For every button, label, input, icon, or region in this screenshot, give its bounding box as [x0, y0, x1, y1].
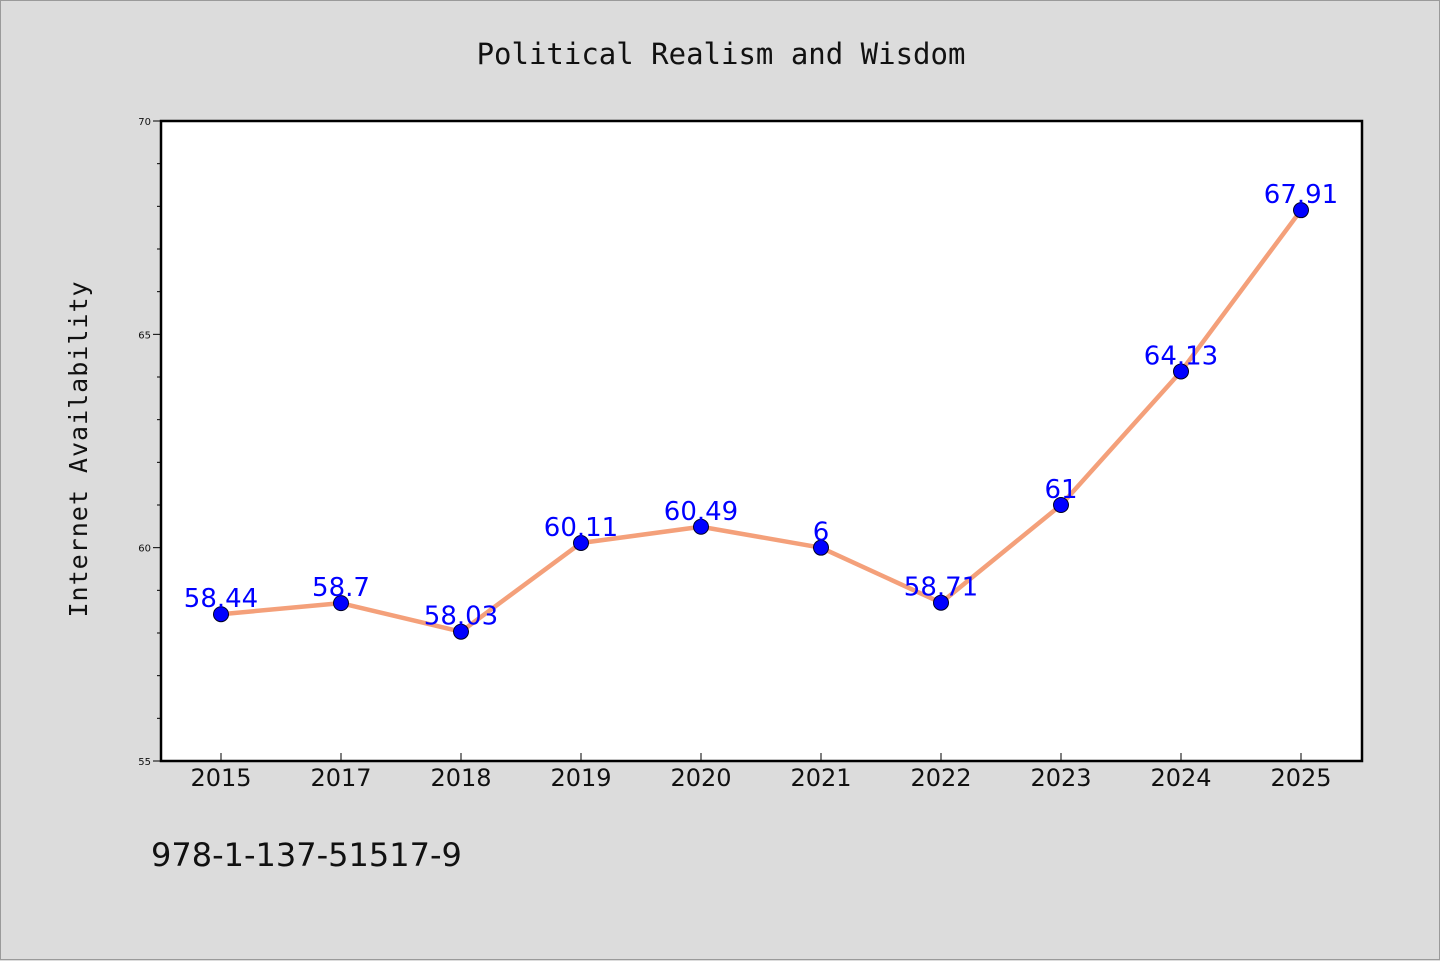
data-point-marker	[813, 539, 829, 556]
data-point-marker	[1293, 202, 1309, 219]
series-line-group	[218, 207, 1304, 634]
x-tick-label: 2019	[550, 764, 611, 792]
data-label: 64.13	[1144, 341, 1218, 371]
markers-group	[213, 202, 1309, 640]
x-tick-label: 2021	[790, 764, 851, 792]
data-label: 6	[813, 518, 830, 548]
x-tick-label: 2018	[430, 764, 491, 792]
isbn-text: 978-1-137-51517-9	[151, 836, 462, 874]
data-point-marker	[213, 606, 229, 623]
data-label: 60.11	[544, 513, 618, 543]
series-line	[218, 207, 1304, 634]
data-point-marker	[693, 518, 709, 535]
data-label: 67.91	[1264, 180, 1338, 210]
data-label: 61	[1044, 475, 1077, 505]
x-axis-ticks: 2015 2017 2018 2019 2020 2021 2022 2023 2024 2025	[190, 753, 1332, 792]
y-tick-label: 65	[138, 330, 151, 341]
x-tick-label: 2022	[910, 764, 971, 792]
data-point-marker	[333, 595, 349, 612]
data-point-marker	[573, 534, 589, 551]
y-axis-label: Internet Availability	[64, 280, 93, 617]
data-labels-group: 58.44 58.7 58.03 60.11 60.49 6 58.71 61 64.13 67.…	[184, 180, 1338, 632]
data-label: 58.03	[424, 602, 498, 632]
x-tick-label: 2020	[670, 764, 731, 792]
x-tick-label: 2023	[1030, 764, 1091, 792]
x-tick-label: 2024	[1150, 764, 1211, 792]
data-point-marker	[453, 623, 469, 640]
data-point-marker	[933, 594, 949, 611]
data-label: 58.44	[184, 584, 258, 614]
chart-title: Political Realism and Wisdom	[477, 37, 966, 71]
y-tick-label: 60	[138, 544, 151, 555]
y-tick-label: 55	[138, 757, 151, 768]
data-label: 58.7	[312, 573, 370, 603]
data-point-marker	[1053, 497, 1069, 513]
x-tick-label: 2025	[1270, 764, 1331, 792]
data-label: 58.71	[904, 573, 978, 603]
plot-area	[159, 119, 1364, 763]
data-label: 60.49	[664, 497, 738, 527]
x-tick-label: 2017	[310, 764, 371, 792]
y-tick-label: 70	[138, 117, 151, 128]
y-axis-ticks: 55 60 65 70	[138, 117, 161, 768]
x-tick-label: 2015	[190, 764, 251, 792]
data-point-marker	[1173, 363, 1189, 380]
